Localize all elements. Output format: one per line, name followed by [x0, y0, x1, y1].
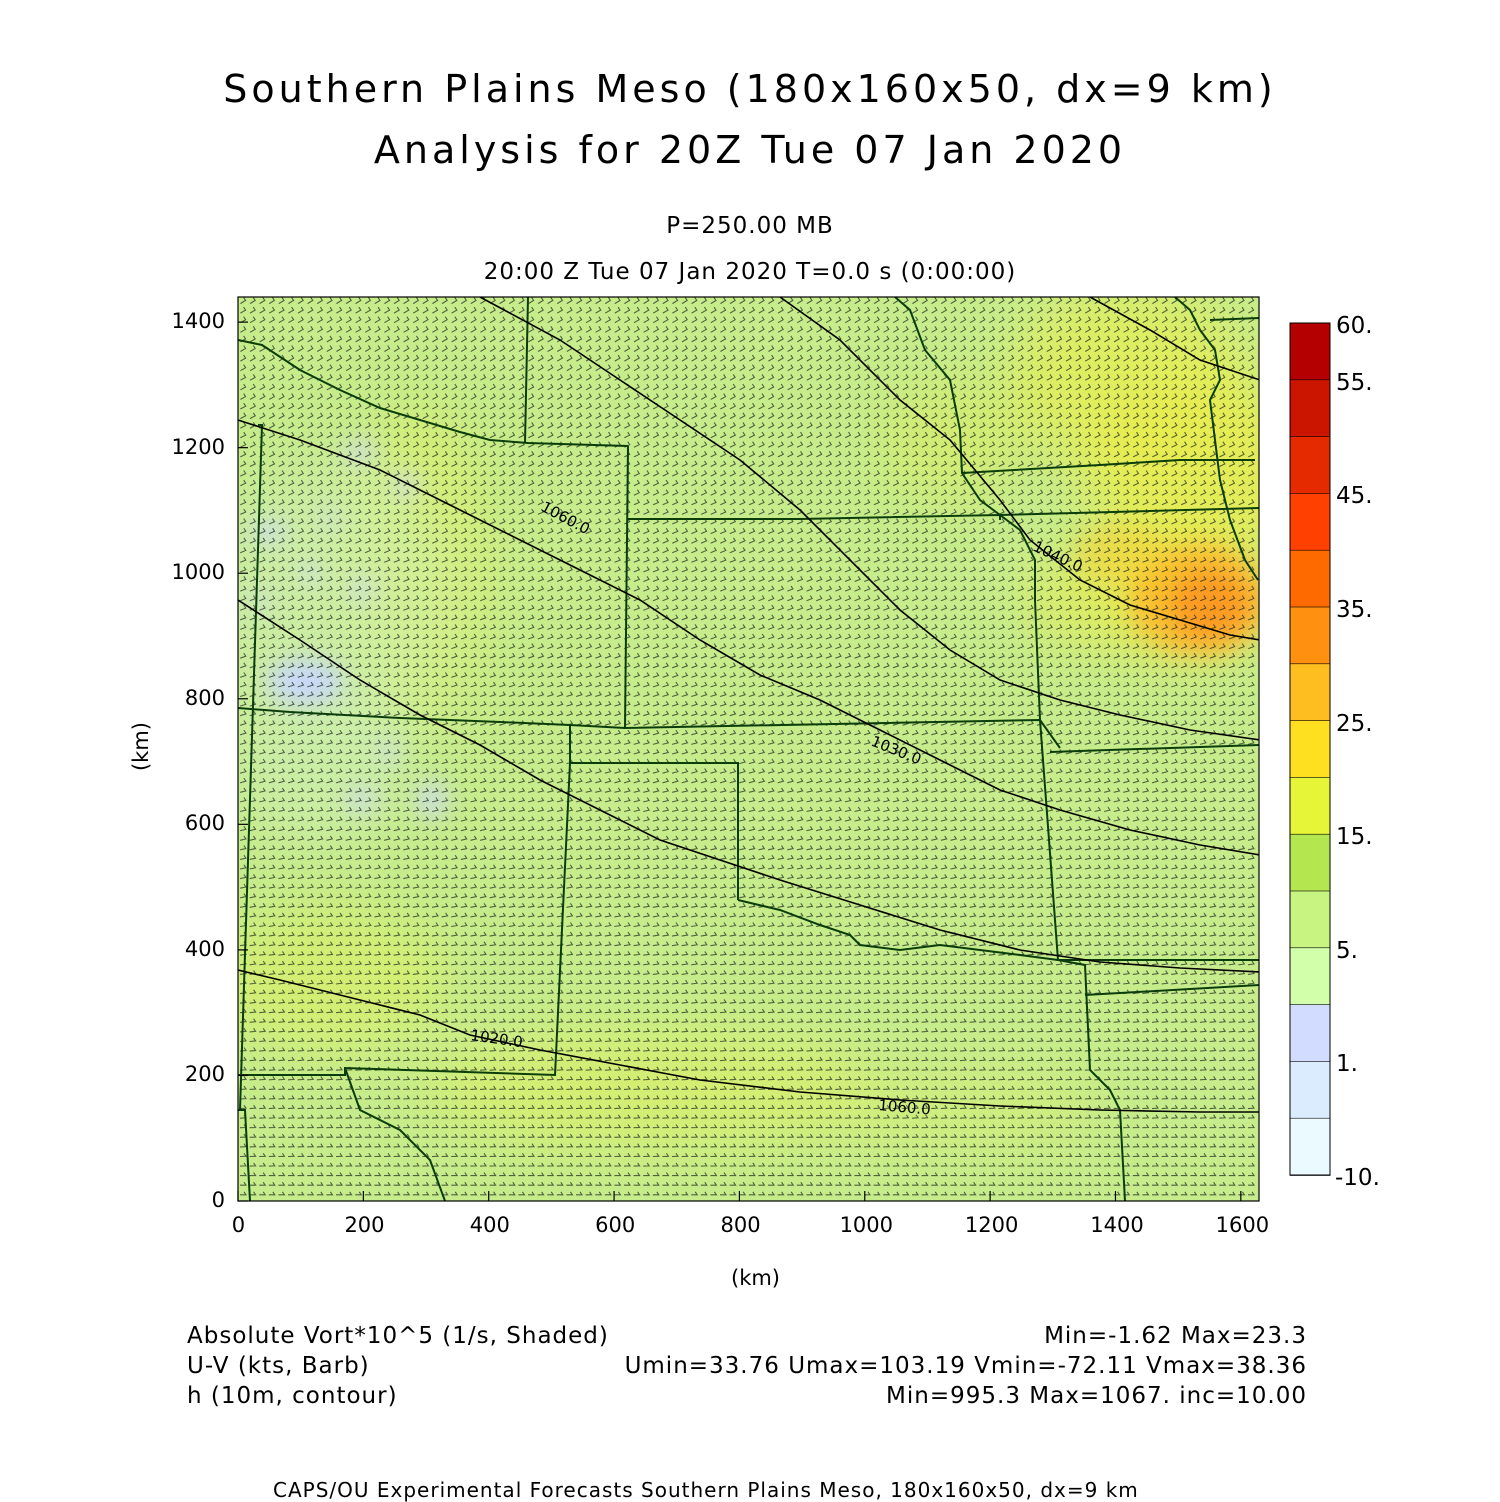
- x-tick-label: 0: [231, 1213, 246, 1237]
- x-tick-label: 400: [469, 1213, 510, 1237]
- colorbar-label: 15.: [1336, 824, 1373, 851]
- colorbar-label: 5.: [1336, 937, 1358, 964]
- y-tick-label: 400: [184, 936, 225, 961]
- colorbar-swatch: [1289, 663, 1331, 722]
- barb-field-description: U-V (kts, Barb): [187, 1353, 370, 1379]
- colorbar-swatch: [1289, 720, 1331, 779]
- wind-barbs: [239, 297, 1256, 1196]
- colorbar-label: 1.: [1336, 1051, 1358, 1078]
- shaded-field-range: Min=-1.62 Max=23.3: [1044, 1323, 1307, 1349]
- colorbar-swatch: [1289, 1117, 1331, 1176]
- y-tick-label: 800: [184, 685, 225, 710]
- barb-field: [239, 297, 1256, 1196]
- colorbar-swatch: [1289, 1004, 1331, 1063]
- colorbar-swatch: [1289, 379, 1331, 438]
- x-tick-label: 1200: [964, 1213, 1019, 1237]
- colorbar-label: 45.: [1336, 483, 1373, 510]
- contour-label: 1060.0: [878, 1096, 932, 1119]
- colorbar-swatch: [1289, 493, 1331, 551]
- colorbar-swatch: [1289, 777, 1331, 836]
- colorbar-swatch: [1289, 890, 1331, 949]
- x-tick-label: 1400: [1090, 1213, 1144, 1237]
- colorbar-label: 25.: [1336, 710, 1373, 737]
- y-tick-label: 1200: [171, 434, 225, 459]
- figure-title-line1: Southern Plains Meso (180x160x50, dx=9 k…: [223, 67, 1277, 111]
- footer-credit: CAPS/OU Experimental Forecasts Southern …: [273, 1478, 1139, 1502]
- x-tick-label: 1000: [839, 1213, 894, 1237]
- colorbar-swatch: [1289, 549, 1331, 608]
- colorbar-swatch: [1289, 947, 1331, 1006]
- y-axis-label: (km): [129, 721, 154, 772]
- y-tick-label: 200: [184, 1062, 225, 1087]
- barb-field-range: Umin=33.76 Umax=103.19 Vmin=-72.11 Vmax=…: [624, 1353, 1307, 1379]
- colorbar-label: 35.: [1336, 597, 1373, 623]
- colorbar: [1289, 322, 1331, 1176]
- colorbar-swatch: [1289, 322, 1331, 381]
- axis-ticks: [237, 321, 1242, 1202]
- x-axis-label: (km): [731, 1266, 781, 1290]
- plot-frame: [237, 296, 1260, 1202]
- valid-time: 20:00 Z Tue 07 Jan 2020 T=0.0 s (0:00:00…: [483, 259, 1017, 285]
- y-tick-label: 1400: [171, 309, 225, 334]
- colorbar-swatch: [1289, 1061, 1331, 1120]
- x-tick-label: 1600: [1215, 1213, 1270, 1237]
- colorbar-swatch: [1289, 436, 1331, 495]
- x-tick-label: 800: [720, 1213, 761, 1237]
- y-tick-label: 600: [184, 811, 225, 836]
- y-tick-label: 1000: [171, 560, 225, 585]
- y-tick-label: 0: [211, 1188, 225, 1212]
- contour-field-range: Min=995.3 Max=1067. inc=10.00: [886, 1383, 1307, 1409]
- vorticity-shading: [238, 297, 1259, 1201]
- colorbar-frame: [1289, 322, 1331, 1176]
- colorbar-swatch: [1289, 833, 1331, 892]
- colorbar-label: 55.: [1336, 369, 1373, 396]
- shaded-field-description: Absolute Vort*10^5 (1/s, Shaded): [187, 1323, 609, 1349]
- contour-field-description: h (10m, contour): [187, 1383, 398, 1409]
- x-tick-label: 600: [595, 1213, 636, 1237]
- figure-title-line2: Analysis for 20Z Tue 07 Jan 2020: [373, 128, 1127, 172]
- height-contours: [238, 297, 1259, 1113]
- state-boundaries: [238, 297, 1259, 1201]
- colorbar-swatch: [1289, 606, 1331, 665]
- colorbar-label: 60.: [1336, 313, 1373, 339]
- x-tick-label: 200: [344, 1213, 385, 1237]
- colorbar-label: -10.: [1335, 1165, 1380, 1191]
- pressure-level: P=250.00 MB: [666, 213, 834, 239]
